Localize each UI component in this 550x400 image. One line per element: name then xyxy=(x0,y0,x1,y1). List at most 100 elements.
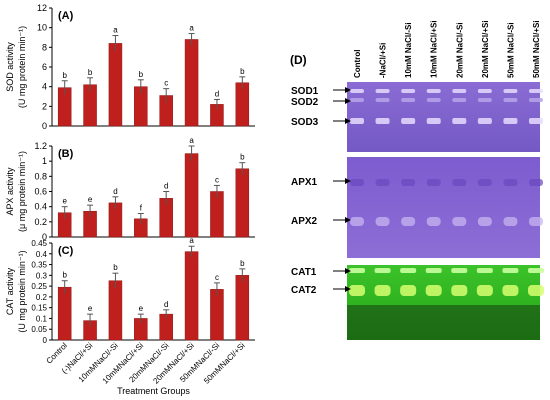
apx-band xyxy=(375,217,390,226)
lane-label: 20mM NaCl/+Si xyxy=(481,20,490,78)
y-axis-title-line1: CAT activity xyxy=(5,267,15,315)
band-label: CAT2 xyxy=(291,285,317,296)
bar xyxy=(184,39,199,127)
significance-letter: e xyxy=(139,304,144,313)
cat-band xyxy=(400,285,417,296)
cat-band xyxy=(374,285,391,296)
y-tick-label: 10 xyxy=(37,23,47,33)
significance-letter: b xyxy=(139,70,144,79)
significance-letter: a xyxy=(189,236,194,245)
sod-band xyxy=(426,98,441,102)
sod-band xyxy=(350,89,364,93)
band-arrowhead xyxy=(345,217,351,223)
significance-letter: b xyxy=(62,71,67,80)
bar xyxy=(184,153,199,238)
cat-band xyxy=(502,268,519,273)
chart-panel-1: 0 0.2 0.4 0.6 0.8 1 1.2 e e d f d a c b (B) APX activity… xyxy=(5,136,255,242)
band-label: SOD3 xyxy=(291,117,319,128)
bar xyxy=(210,191,224,238)
significance-letter: d xyxy=(164,182,168,191)
cat-band xyxy=(425,285,442,296)
significance-letter: d xyxy=(113,187,117,196)
sod-band xyxy=(426,118,441,124)
y-axis-title-line1: SOD activity xyxy=(5,42,15,92)
cat-band xyxy=(476,285,493,296)
cat-gel-shade xyxy=(347,305,540,340)
apx-band xyxy=(452,179,467,186)
band-label: SOD2 xyxy=(291,97,319,108)
lane-label: Control xyxy=(353,50,362,78)
apx-band xyxy=(426,179,441,186)
cat-band xyxy=(374,268,391,273)
gel-panel: (D) Control -NaCl/+Si 10mM NaCl/-Si 10mM NaC… xyxy=(290,20,544,340)
y-tick-label: 0.4 xyxy=(34,202,47,212)
cat-band xyxy=(476,268,493,273)
significance-letter: c xyxy=(215,175,219,184)
y-tick-label: 0 xyxy=(43,336,48,345)
apx-band xyxy=(350,217,364,226)
significance-letter: c xyxy=(164,79,168,88)
cat-band xyxy=(400,268,417,273)
significance-letter: a xyxy=(189,136,194,145)
x-axis-title: Treatment Groups xyxy=(117,386,190,396)
apx-band xyxy=(401,179,416,186)
sod-band xyxy=(426,89,441,93)
sod-band xyxy=(503,98,518,102)
sod-band xyxy=(452,118,467,124)
y-tick-label: 0.6 xyxy=(34,187,47,197)
sod-band xyxy=(529,98,543,102)
band-arrowhead xyxy=(345,286,351,292)
cat-band xyxy=(349,268,365,273)
sod-band xyxy=(503,118,518,124)
band-label: SOD1 xyxy=(291,86,319,97)
sod-band xyxy=(375,98,390,102)
apx-band xyxy=(350,179,364,186)
panel-label: (A) xyxy=(58,10,74,22)
bar xyxy=(235,275,250,341)
panel-label: (C) xyxy=(58,245,74,257)
apx-band xyxy=(503,217,518,226)
apx-band xyxy=(529,179,543,186)
y-tick-label: 0.4 xyxy=(36,250,48,259)
apx-band xyxy=(401,217,416,226)
apx-band xyxy=(477,217,492,226)
lane-label: 50mM NaCl/+Si xyxy=(532,20,541,78)
y-tick-label: 0.2 xyxy=(36,293,48,302)
y-tick-label: 0.3 xyxy=(36,271,48,280)
significance-letter: b xyxy=(240,259,245,268)
bar xyxy=(210,289,224,341)
cat-band xyxy=(502,285,519,296)
panel-label: (B) xyxy=(58,148,74,160)
y-tick-label: 4 xyxy=(42,82,47,92)
lane-label: 50mM NaCl/-Si xyxy=(506,22,515,78)
y-tick-label: 0.2 xyxy=(34,217,47,227)
sod-band xyxy=(477,89,492,93)
x-tick-label: Control xyxy=(44,341,69,366)
y-tick-label: 0 xyxy=(42,121,47,131)
sod-band xyxy=(401,89,416,93)
significance-letter: e xyxy=(88,304,93,313)
significance-letter: f xyxy=(140,203,143,212)
y-tick-label: 0 xyxy=(42,232,47,242)
lane-label: -NaCl/+Si xyxy=(379,43,388,78)
significance-letter: e xyxy=(88,195,93,204)
apx-band xyxy=(375,179,390,186)
y-tick-label: 2 xyxy=(42,101,47,111)
significance-letter: b xyxy=(62,271,67,280)
significance-letter: b xyxy=(88,68,93,77)
significance-letter: d xyxy=(215,89,219,98)
band-arrowhead xyxy=(345,178,351,184)
significance-letter: e xyxy=(62,197,67,206)
apx-band xyxy=(503,179,518,186)
sod-gel xyxy=(347,82,540,152)
apx-band xyxy=(529,217,543,226)
cat-band xyxy=(451,285,468,296)
band-label: APX1 xyxy=(291,177,318,188)
cat-band xyxy=(528,268,544,273)
bar xyxy=(108,43,123,127)
band-arrowhead xyxy=(345,268,351,274)
sod-band xyxy=(401,118,416,124)
y-axis-title-line2: (U mg protein min⁻¹) xyxy=(17,250,27,332)
sod-band xyxy=(401,98,416,102)
